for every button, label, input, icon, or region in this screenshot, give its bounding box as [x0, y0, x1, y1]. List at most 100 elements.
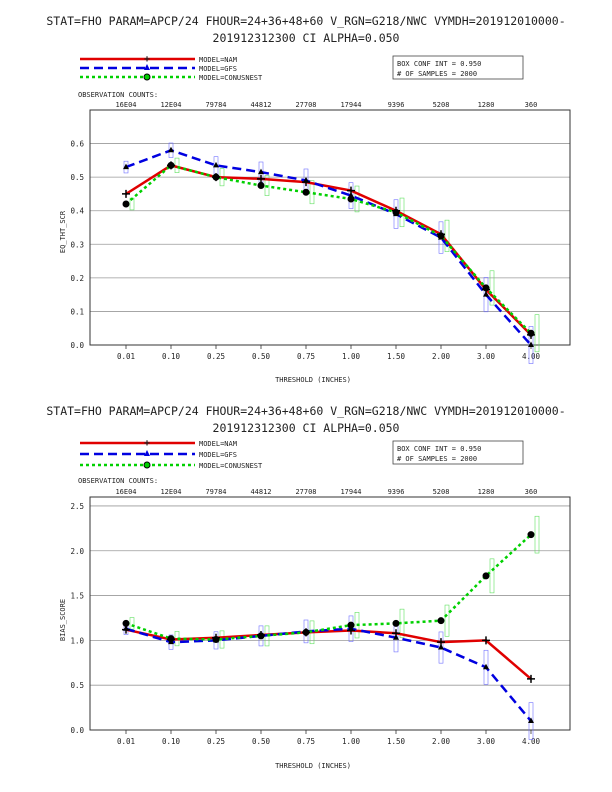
chart1-conf-box: [534, 314, 540, 353]
legend2-marker-nam: +: [144, 438, 150, 449]
chart1-y-tick-label: 0.1: [70, 307, 84, 316]
chart2-y-tick-label: 1.5: [70, 592, 84, 601]
chart2-obs-count: 9396: [388, 488, 405, 496]
chart1-obs-count: 16E04: [115, 101, 136, 109]
chart2-box-info-line1: BOX CONF INT = 0.950: [397, 445, 481, 453]
chart2-point-conusnest: [437, 617, 445, 625]
chart2-y-tick-label: 2.5: [70, 502, 84, 511]
chart2-x-tick-label: 2.00: [432, 737, 451, 746]
chart1-point-conusnest: [212, 173, 220, 181]
chart2-point-conusnest: [257, 632, 265, 640]
chart2-title-line1: STAT=FHO PARAM=APCP/24 FHOUR=24+36+48+60…: [46, 404, 565, 418]
chart1-x-tick-label: 2.00: [432, 352, 451, 361]
chart2-obs-count: 360: [525, 488, 538, 496]
chart2-point-conusnest: [392, 619, 400, 627]
chart2-conf-box: [534, 515, 540, 554]
chart1-obs-count: 79784: [205, 101, 226, 109]
chart1-x-tick-label: 0.25: [207, 352, 225, 361]
chart2-point-gfs: [483, 663, 489, 670]
chart1-obs-count: 5208: [433, 101, 450, 109]
chart2-obs-counts: 16E04 12E04 79784 44812 27708 17944 9396 5208 12…: [115, 488, 537, 496]
chart1-point-gfs: [258, 168, 264, 175]
legend2-label-conusnest: MODEL=CONUSNEST: [199, 462, 263, 470]
chart1-point-conusnest: [347, 195, 355, 203]
chart2-y-tick-label: 0.5: [70, 681, 84, 690]
legend2-marker-conusnest: [143, 461, 151, 469]
legend2-marker-gfs: [144, 450, 150, 456]
chart2-legend: + MODEL=NAM MODEL=GFS MODEL=CONUSNEST: [80, 438, 263, 470]
chart2-point-nam: [527, 674, 535, 683]
chart1-point-gfs: [123, 163, 129, 170]
chart1-point-conusnest: [437, 232, 445, 240]
chart1-point-conusnest: [302, 188, 310, 196]
chart1-title-line2: 201912312300 CI ALPHA=0.050: [213, 31, 400, 45]
chart1-point-gfs: [213, 161, 219, 168]
chart1-series-line-gfs: [125, 148, 532, 346]
chart1-point-conusnest: [527, 329, 535, 337]
chart1-point-nam: [122, 189, 130, 198]
chart1-y-tick-label: 0.3: [70, 240, 84, 249]
chart1-obs-count: 360: [525, 101, 538, 109]
chart1-conf-box: [528, 326, 534, 364]
chart1-obs-count: 44812: [250, 101, 271, 109]
chart2-obs-count: 16E04: [115, 488, 136, 496]
chart1-x-tick-label: 1.50: [387, 352, 406, 361]
chart2-point-gfs: [393, 634, 399, 640]
chart2-point-conusnest: [302, 628, 310, 636]
chart2-y-axis-label: BIAS_SCORE: [59, 599, 67, 641]
chart2-point-nam: [482, 636, 490, 645]
panel-bias-score: STAT=FHO PARAM=APCP/24 FHOUR=24+36+48+60…: [46, 404, 571, 770]
legend1-label-gfs: MODEL=GFS: [199, 65, 237, 73]
chart2-x-tick-label: 1.00: [342, 737, 361, 746]
chart2-y-tick-label: 0.0: [70, 726, 84, 735]
chart2-obs-counts-label: OBSERVATION COUNTS:: [78, 477, 158, 485]
chart1-point-conusnest: [257, 182, 265, 190]
chart2-conf-box: [489, 558, 495, 594]
legend1-label-nam: MODEL=NAM: [199, 56, 237, 64]
chart1-x-tick-label: 0.10: [162, 352, 181, 361]
chart1-series-line-conusnest: [125, 164, 532, 335]
chart2-conf-box: [528, 702, 534, 740]
chart2-obs-count: 12E04: [160, 488, 181, 496]
chart1-x-tick-label: 3.00: [477, 352, 496, 361]
chart1-point-nam: [257, 174, 265, 183]
chart1-x-tick-label: 1.00: [342, 352, 361, 361]
panel-eq-threat-score: STAT=FHO PARAM=APCP/24 FHOUR=24+36+48+60…: [46, 14, 571, 384]
chart2-conf-box: [444, 604, 450, 637]
chart1-y-tick-label: 0.5: [70, 173, 84, 182]
chart1-conf-box: [264, 175, 270, 196]
chart1-point-gfs: [168, 146, 174, 153]
legend1-marker-gfs: [144, 64, 150, 70]
chart2-x-tick-label: 0.10: [162, 737, 181, 746]
chart2-point-conusnest: [212, 635, 220, 643]
chart1-y-tick-label: 0.4: [70, 207, 84, 216]
chart2-conf-box: [129, 617, 135, 630]
legend2-label-gfs: MODEL=GFS: [199, 451, 237, 459]
chart1-box-info-frame: [392, 55, 524, 80]
chart1-point-conusnest: [122, 200, 130, 208]
chart1-x-axis-label: THRESHOLD (INCHES): [275, 376, 351, 384]
chart1-x-tick-label: 0.50: [252, 352, 271, 361]
chart2-obs-count: 79784: [205, 488, 226, 496]
chart2-title-line2: 201912312300 CI ALPHA=0.050: [213, 421, 400, 435]
legend2-label-nam: MODEL=NAM: [199, 440, 237, 448]
chart1-y-tick-label: 0.0: [70, 341, 84, 350]
chart1-series-line-nam: [125, 164, 532, 336]
chart1-plot-area: 0.0 0.1 0.2 0.3 0.4 0.5 0.6 0.01 0.10 0.25 0.50 0.7…: [70, 109, 571, 364]
chart2-plot-area: 0.0 0.5 1.0 1.5 2.0 2.5 0.01 0.10 0.25 0.50 0.75 1.…: [70, 496, 571, 746]
chart2-series-line-gfs: [125, 627, 532, 722]
chart1-x-tick-label: 0.75: [297, 352, 315, 361]
legend1-label-conusnest: MODEL=CONUSNEST: [199, 74, 263, 82]
chart1-obs-count: 9396: [388, 101, 405, 109]
chart1-point-conusnest: [392, 208, 400, 216]
chart2-x-tick-label: 1.50: [387, 737, 406, 746]
chart1-legend: + MODEL=NAM MODEL=GFS MODEL=CONUSNEST: [80, 54, 263, 82]
chart2-box-info-frame: [392, 440, 524, 465]
chart1-obs-counts-label: OBSERVATION COUNTS:: [78, 91, 158, 99]
chart2-conf-box: [438, 631, 444, 664]
chart2-obs-count: 27708: [295, 488, 316, 496]
chart1-conf-box: [489, 270, 495, 306]
chart1-point-conusnest: [482, 284, 490, 292]
chart2-x-tick-label: 4.00: [522, 737, 541, 746]
